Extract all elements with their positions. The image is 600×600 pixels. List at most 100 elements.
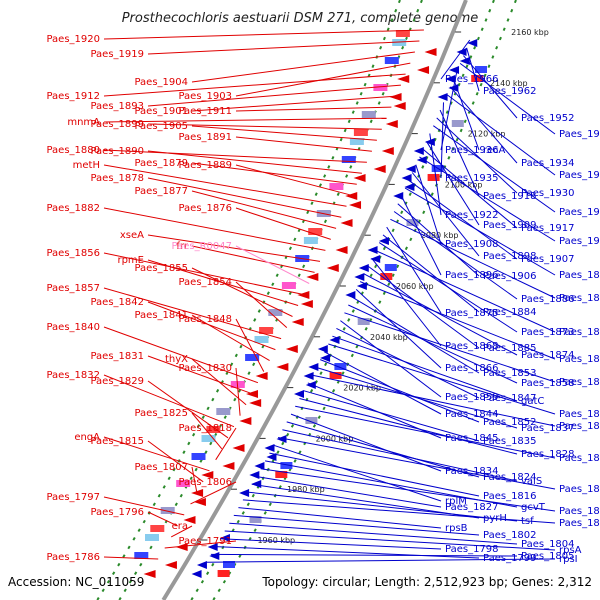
accession-text: Accession: NC_011059 [8,575,144,589]
left-gene-label: engA [74,432,100,443]
left-leader-line [103,117,387,123]
right-gene-label: Paes_1917 [521,223,575,234]
right-leader-line [453,78,480,151]
right-gene-label: Paes_1819 [559,506,600,517]
left-gene-arrow [201,471,214,479]
left-leader-line [103,287,282,340]
right-gene-label: Paes_1898 [483,251,537,262]
right-gene-arrow [356,282,367,290]
right-leader-line [386,226,442,314]
left-gene-label: Paes_1893 [90,101,144,112]
left-gene-arrow [335,246,348,254]
left-gene-label: Paes_1912 [46,91,100,102]
left-gene-label: mnmA [67,117,100,128]
left-gene-arrow [306,273,319,281]
left-gene-label: Paes_1919 [90,49,144,60]
right-leader-line [363,273,518,356]
left-gene-label: Paes_1882 [46,203,100,214]
left-leader-line [103,29,424,40]
left-gene-arrow [285,345,298,353]
right-gene-label: Paes_1837 [521,423,575,434]
tick-label: 2020 kbp [343,384,381,393]
left-leader-line [103,73,406,97]
left-gene-arrow [300,300,313,308]
left-gene-arrow [276,363,289,371]
left-gene-label: Paes_1856 [46,248,100,259]
right-gene-arrow [449,66,460,74]
category-box-left [373,84,388,91]
right-gene-arrow [378,237,389,245]
right-leader-line [433,125,556,213]
left-gene-arrow [297,291,310,299]
left-gene-label: Paes_1797 [46,492,100,503]
right-gene-label: rplM [445,496,467,507]
left-gene-label: Paes_1832 [46,370,100,381]
right-gene-arrow [354,273,365,281]
tick-label: 2080 kbp [421,231,459,240]
right-gene-label: Paes_1874 [521,350,575,361]
right-gene-label: Paes_1934 [521,158,575,169]
right-leader-line [411,172,480,257]
category-box-right [384,264,397,271]
left-leader-line [103,164,347,207]
left-leader-line [103,326,259,384]
right-gene-arrow [370,255,381,263]
right-gene-arrow [367,246,378,254]
right-gene-label: Paes_1820 [559,518,600,529]
left-gene-label: Paes_1889 [178,160,232,171]
right-gene-label: Paes_1888 [559,270,600,281]
left-gene-label: Paes_1830 [178,363,232,374]
right-gene-label: Paes_1867 [559,377,600,388]
right-leader-line [429,133,442,216]
category-box-left [160,507,175,514]
right-gene-label: Paes_1824 [483,472,537,483]
map-title: Prosthecochloris aestuarii DSM 271, comp… [122,11,479,26]
right-leader-line [229,522,518,545]
category-box-right [406,219,419,226]
left-gene-arrow [389,93,402,101]
right-leader-line [348,304,518,384]
right-gene-arrow [317,345,328,353]
left-leader-line [191,95,397,112]
right-leader-line [425,141,480,226]
left-gene-label: metH [73,160,100,171]
category-box-left [216,408,231,415]
category-box-right [275,471,288,478]
category-box-left [361,111,376,118]
right-gene-label: Paes_1930 [521,188,575,199]
left-leader-line [235,318,265,372]
category-box-left [245,354,260,361]
left-leader-line [191,162,357,185]
left-leader-line [235,106,392,112]
left-leader-line [103,149,367,163]
tick-label: 1960 kbp [257,536,295,545]
category-box-right [427,174,440,181]
left-leader-line [147,511,178,527]
left-leader-line [103,374,235,428]
left-leader-line [191,412,223,450]
left-gene-arrow [340,219,353,227]
left-gene-arrow [291,318,304,326]
right-leader-line [446,94,556,176]
right-leader-line [359,281,556,360]
left-leader-line [191,190,337,229]
category-box-right [329,372,342,379]
tick-label: 2060 kbp [396,282,434,291]
right-gene-arrow [424,138,435,146]
left-gene-label: Paes_1829 [90,376,144,387]
right-gene-label: Paes_1952 [521,113,575,124]
right-gene-label: Paes_1839 [559,409,600,420]
left-leader-line [147,150,362,174]
left-leader-line [190,481,237,505]
right-gene-label: Paes_1962 [483,86,537,97]
left-leader-line [147,123,382,130]
left-gene-label: Paes_1899 [90,119,144,130]
right-gene-arrow [264,444,275,452]
right-gene-label: rpsA [559,545,582,556]
left-leader-line [235,136,372,152]
left-gene-arrow [417,66,430,74]
topology-summary: Topology: circular; Length: 2,512,923 bp… [261,575,592,589]
tick-label: 2140 kbp [490,79,528,88]
category-box-left [341,156,356,163]
category-box-left [206,426,221,433]
